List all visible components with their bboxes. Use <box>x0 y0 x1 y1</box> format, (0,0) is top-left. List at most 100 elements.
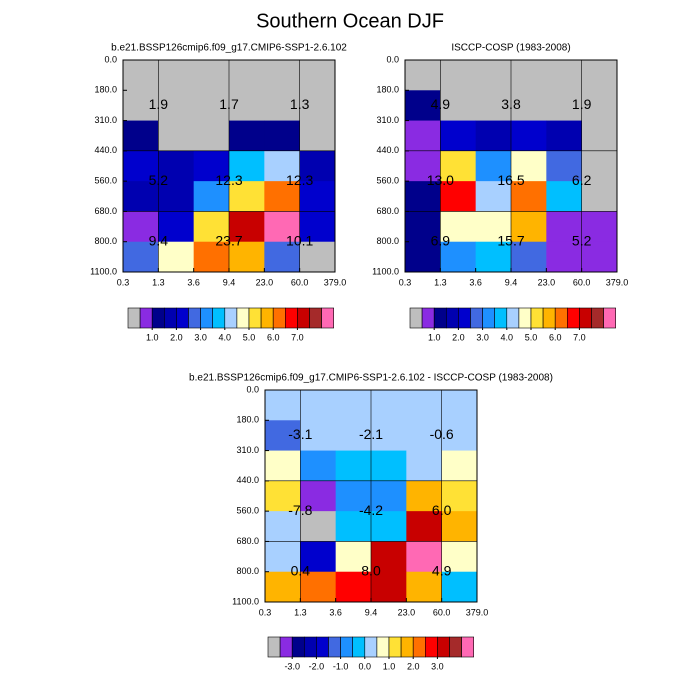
colorbar-box <box>579 307 592 329</box>
cell <box>335 450 372 482</box>
figure-title: Southern Ocean DJF <box>256 10 444 32</box>
x-tick-label: 1.3 <box>434 277 447 287</box>
cell <box>123 60 159 91</box>
colorbar-box <box>224 307 238 329</box>
cell <box>440 150 477 182</box>
colorbar-box <box>297 307 310 329</box>
colorbar-box <box>284 307 298 329</box>
cell <box>193 211 230 243</box>
cell <box>158 60 195 91</box>
panel-title: b.e21.BSSP126cmip6.f09_g17.CMIP6-SSP1-2.… <box>189 373 553 384</box>
colorbar-label: 5.0 <box>525 332 538 342</box>
cell <box>300 511 337 542</box>
cell <box>300 541 337 573</box>
cell <box>406 480 443 512</box>
colorbar-label: 4.0 <box>219 332 232 342</box>
cell <box>335 571 372 603</box>
cell <box>406 420 443 451</box>
colorbar-box <box>248 307 262 329</box>
y-tick-label: 560.0 <box>236 506 259 516</box>
x-tick-label: 1.3 <box>294 607 307 617</box>
cell <box>440 181 477 212</box>
cell <box>300 390 337 421</box>
colorbar-label: 1.0 <box>383 661 396 671</box>
x-tick-label: 9.4 <box>365 607 378 617</box>
cell <box>265 511 301 542</box>
cell <box>229 150 265 182</box>
colorbar-label: -3.0 <box>284 661 300 671</box>
cell <box>300 571 337 603</box>
box-value: -2.1 <box>359 426 383 442</box>
x-tick-label: 0.3 <box>117 277 130 287</box>
y-tick-label: 310.0 <box>236 445 259 455</box>
colorbar-box <box>188 307 201 329</box>
box-value: 8.0 <box>361 562 381 578</box>
cell <box>405 120 441 152</box>
y-tick-label: 310.0 <box>94 115 117 125</box>
cell <box>264 241 301 273</box>
x-tick-label: 379.0 <box>606 277 629 287</box>
cell <box>440 241 477 273</box>
y-tick-label: 800.0 <box>236 566 259 576</box>
cell <box>265 390 301 421</box>
box-value: 15.7 <box>497 232 524 248</box>
colorbar-box <box>164 307 177 329</box>
cell <box>441 450 478 482</box>
colorbar-label: 2.0 <box>170 332 183 342</box>
colorbar-box <box>449 636 462 658</box>
box-value: 9.4 <box>149 232 169 248</box>
x-tick-label: 9.4 <box>223 277 236 287</box>
cell <box>158 181 195 212</box>
cell <box>123 241 159 273</box>
cell <box>264 211 301 243</box>
cell <box>581 60 618 91</box>
cell <box>406 511 443 542</box>
colorbar-box <box>421 307 435 329</box>
x-tick-label: 3.6 <box>469 277 482 287</box>
cell <box>475 120 512 152</box>
y-tick-label: 680.0 <box>376 206 399 216</box>
cell <box>406 390 443 421</box>
y-tick-label: 680.0 <box>94 206 117 216</box>
cell <box>581 150 618 182</box>
colorbar-box <box>437 636 450 658</box>
cell <box>335 420 372 451</box>
colorbar-box <box>340 636 354 658</box>
cell <box>229 120 265 152</box>
colorbar-box <box>309 307 322 329</box>
cell <box>300 480 337 512</box>
cell <box>265 450 301 482</box>
colorbar-box <box>303 636 317 658</box>
cell <box>511 150 547 182</box>
cell <box>441 571 478 603</box>
colorbar-box <box>445 307 459 329</box>
cell <box>440 211 477 243</box>
cell <box>193 120 230 152</box>
colorbar-label: 2.0 <box>407 661 420 671</box>
cell <box>511 241 547 273</box>
colorbar-box <box>412 636 426 658</box>
colorbar-box <box>267 636 281 658</box>
colorbar-box <box>482 307 496 329</box>
cell <box>511 90 547 121</box>
colorbar-box <box>212 307 226 329</box>
x-tick-label: 3.6 <box>329 607 342 617</box>
cell <box>371 571 407 603</box>
box-value: 1.9 <box>572 96 592 112</box>
box-value: 5.2 <box>572 232 592 248</box>
cell <box>406 450 443 482</box>
cell <box>546 241 583 273</box>
cell <box>264 150 301 182</box>
cell <box>406 571 443 603</box>
box-value: 12.3 <box>215 172 242 188</box>
cell <box>371 450 407 482</box>
cell <box>300 420 337 451</box>
y-tick-label: 560.0 <box>376 176 399 186</box>
cell <box>475 241 512 273</box>
cell <box>441 480 478 512</box>
x-tick-label: 60.0 <box>433 607 451 617</box>
colorbar-box <box>272 307 286 329</box>
cell <box>371 480 407 512</box>
cell <box>511 211 547 243</box>
colorbar-box <box>518 307 532 329</box>
